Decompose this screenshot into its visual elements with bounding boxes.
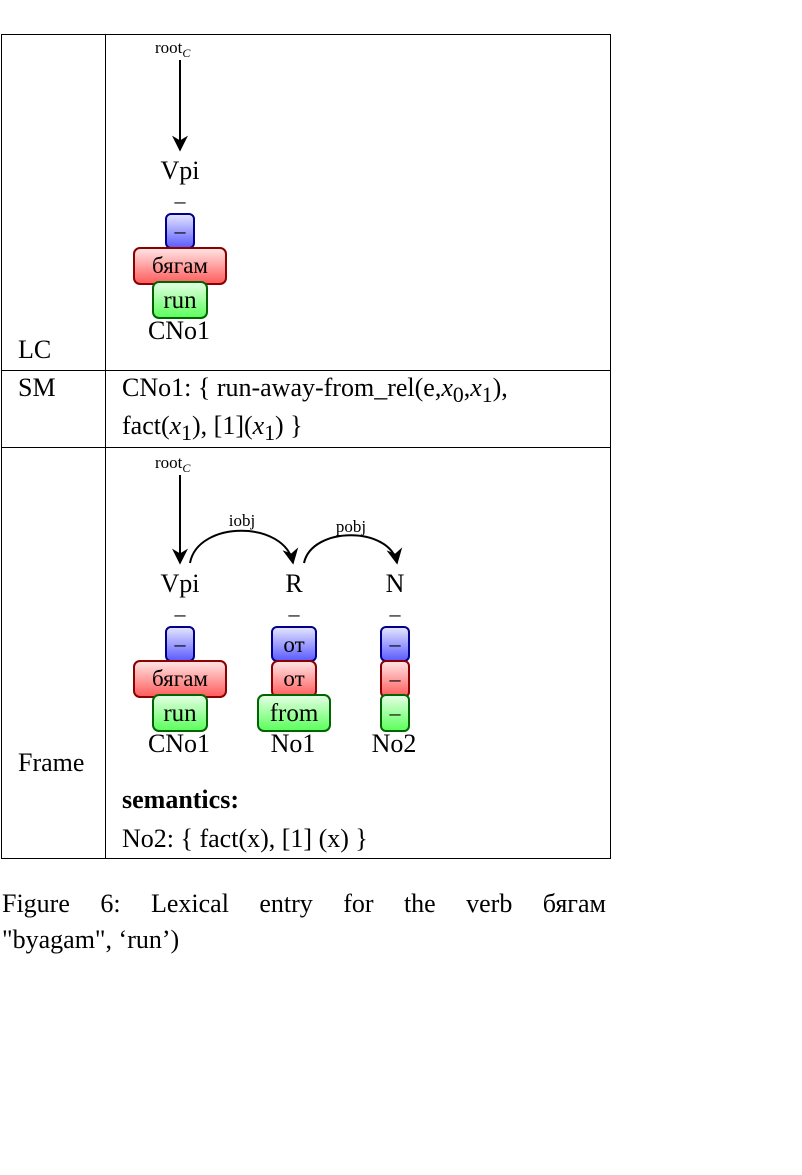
frame-edge-pobj	[303, 534, 403, 565]
caption-line-1: Figure 6: Lexical entry for the verb бяг…	[2, 886, 606, 922]
row-label-sm: SM	[18, 373, 56, 402]
lc-blue-text: –	[174, 218, 187, 243]
sm-line-2: fact(x1), [1](x1) }	[122, 411, 303, 446]
table-row-divider	[1, 370, 611, 371]
frame-green-text: run	[163, 700, 197, 727]
lc-red-text: бягам	[152, 253, 208, 278]
frame-node-label: Vpi	[161, 569, 200, 598]
frame-blue-text: –	[174, 631, 187, 656]
lc-green-text: run	[163, 287, 197, 314]
caption-word: entry	[259, 889, 313, 918]
caption-word: the	[403, 889, 436, 918]
frame-node-dash: –	[174, 601, 187, 626]
frame-node-dash: –	[288, 601, 301, 626]
frame-green-box	[380, 694, 410, 732]
caption-word: Lexical	[150, 889, 229, 918]
figure-caption: Figure 6: Lexical entry for the verb бяг…	[2, 886, 606, 958]
frame-edge-pobj-label: pobj	[336, 517, 366, 536]
caption-word: verb	[466, 889, 513, 918]
semantics-heading: semantics:	[122, 785, 239, 814]
row-label-lc: LC	[18, 335, 52, 364]
frame-node-label: R	[285, 569, 303, 598]
frame-node-bottom-label: No1	[271, 729, 316, 758]
lc-green-box	[152, 281, 208, 319]
frame-red-text: –	[389, 666, 402, 691]
semantics-text: No2: { fact(x), [1] (x) }	[122, 824, 368, 853]
caption-word: for	[343, 889, 374, 918]
frame-edge-iobj-label: iobj	[229, 511, 255, 530]
frame-root-label: rootC	[155, 453, 191, 475]
table-column-divider	[105, 34, 106, 859]
frame-green-box	[257, 694, 331, 732]
sm-line-1: CNo1: { run-away-from_rel(e,x0,x1),	[122, 373, 508, 408]
lc-root-label: rootC	[155, 38, 191, 60]
frame-green-text: from	[270, 700, 319, 727]
frame-green-text: –	[389, 700, 402, 725]
frame-node-dash: –	[389, 601, 402, 626]
table-row-divider	[1, 447, 611, 448]
frame-blue-text: –	[389, 631, 402, 656]
frame-blue-text: от	[283, 632, 304, 657]
frame-node-bottom-label: No2	[372, 729, 417, 758]
caption-word: бягам	[542, 889, 606, 918]
row-label-frame: Frame	[18, 748, 85, 777]
frame-edge-iobj	[189, 529, 299, 565]
frame-red-text: бягам	[152, 666, 208, 691]
frame-green-box	[152, 694, 208, 732]
caption-word: Figure	[2, 889, 70, 918]
frame-red-text: от	[283, 666, 304, 691]
lexical-entry-table	[1, 34, 611, 859]
caption-word: 6:	[100, 889, 121, 918]
lc-node-dash: –	[174, 188, 187, 213]
lc-node-label: Vpi	[161, 156, 200, 185]
frame-node-bottom-label: CNo1	[148, 729, 210, 758]
lc-node-bottom-label: CNo1	[148, 316, 210, 345]
frame-node-label: N	[386, 569, 405, 598]
lc-dependency-diagram: rootC Vpi – – бягам run CNo1 rootC iobj …	[133, 38, 417, 758]
caption-line-2: "byagam", ‘run’)	[2, 925, 180, 954]
